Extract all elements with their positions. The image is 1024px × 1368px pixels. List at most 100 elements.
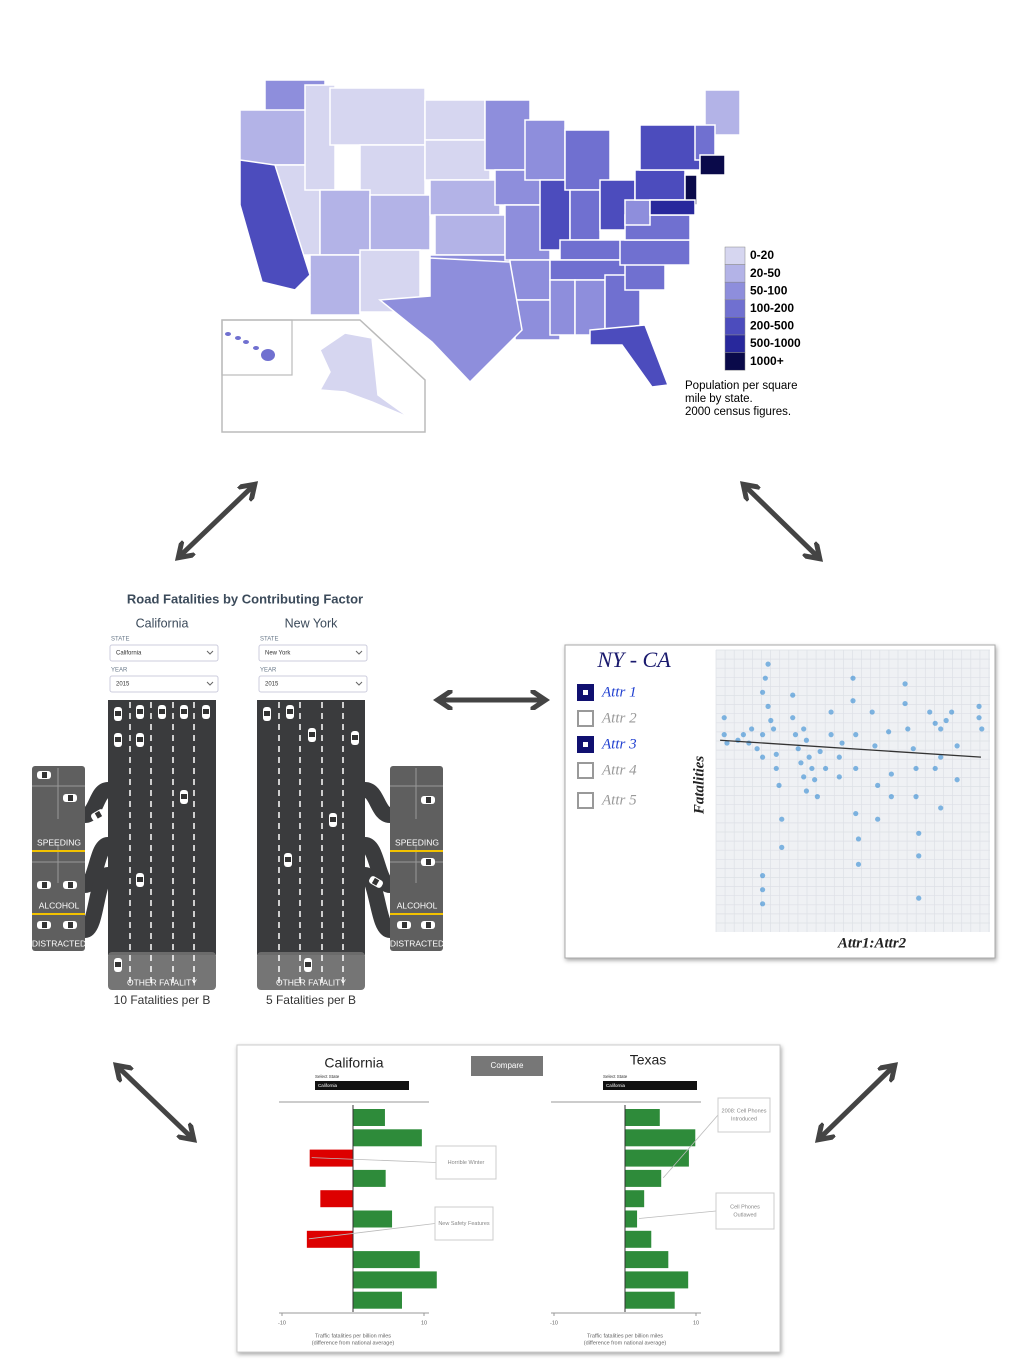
car [63, 794, 77, 802]
state [239, 159, 311, 291]
checkbox[interactable] [577, 792, 594, 809]
point [790, 715, 796, 721]
car [397, 921, 411, 929]
legend-label: 20-50 [750, 266, 781, 280]
legend-swatch [724, 317, 746, 336]
map-caption: Population per square [685, 380, 798, 392]
compare-button[interactable] [471, 1056, 543, 1076]
point [790, 692, 796, 698]
point [817, 748, 823, 755]
road-title: Road Fatalities by Contributing Factor [127, 591, 363, 606]
point [850, 675, 856, 681]
car-window [285, 857, 291, 862]
point [759, 873, 766, 879]
point [779, 816, 785, 822]
other-lot [108, 952, 216, 990]
state [434, 214, 506, 256]
bar [353, 1210, 393, 1228]
lot-label: OTHER FATALITY [276, 977, 346, 987]
point [806, 754, 812, 760]
car-window [181, 794, 187, 799]
checkbox[interactable] [577, 762, 594, 779]
select-label: Select State [315, 1074, 340, 1079]
attribute-label: Attr 2 [601, 710, 637, 726]
legend-label: 500-1000 [750, 336, 801, 350]
legend-label: 100-200 [750, 301, 794, 315]
rate-label: 10 Fatalities per B [114, 993, 211, 1007]
point [779, 844, 785, 851]
scatter-title: NY - CA [596, 647, 671, 672]
point [759, 887, 766, 893]
annotation-box [717, 1097, 771, 1133]
point [913, 794, 919, 800]
point [913, 765, 919, 772]
axis-caption: (difference from national average) [312, 1340, 395, 1346]
select[interactable] [603, 1081, 697, 1090]
point [954, 777, 960, 783]
point [768, 717, 774, 724]
ramp [361, 867, 394, 938]
point [927, 709, 933, 715]
hawaii [243, 340, 249, 344]
button-label: Compare [491, 1061, 524, 1070]
point [888, 794, 894, 800]
state [424, 139, 491, 181]
axis-caption: (difference from national average) [584, 1340, 667, 1346]
point [724, 740, 730, 746]
point [853, 765, 859, 772]
point [902, 681, 908, 687]
state [589, 324, 670, 388]
arrow [820, 1067, 893, 1138]
point [759, 901, 766, 907]
ramp [363, 782, 392, 823]
checkbox[interactable] [577, 710, 594, 727]
car-window [42, 772, 47, 778]
annotation-text: Outlawed [733, 1212, 756, 1218]
car [114, 958, 122, 972]
checkbox-tick [583, 690, 588, 695]
select-value: California [606, 1083, 626, 1088]
attribute-label: Attr 5 [601, 792, 637, 808]
car [351, 731, 359, 745]
car [37, 771, 51, 779]
select[interactable] [315, 1081, 409, 1090]
point [721, 732, 727, 738]
bar [625, 1251, 669, 1269]
car [158, 705, 166, 719]
car [136, 705, 144, 719]
car [421, 796, 435, 804]
state [309, 254, 361, 316]
car [180, 790, 188, 804]
point [905, 726, 911, 732]
state [574, 279, 606, 336]
state [484, 99, 531, 171]
point [875, 816, 881, 822]
point [721, 715, 727, 721]
point [798, 760, 804, 766]
legend-swatch [724, 281, 746, 301]
state [649, 199, 696, 216]
point [949, 709, 955, 715]
tick-label: -10 [278, 1320, 286, 1326]
car [202, 705, 210, 719]
point [886, 729, 892, 735]
car [136, 873, 144, 887]
car-window [426, 797, 431, 803]
select [258, 675, 368, 693]
attribute-label: Attr 3 [601, 736, 637, 752]
inset-frame [221, 319, 426, 433]
select-value: New York [265, 651, 291, 657]
state [424, 99, 486, 141]
bar [306, 1230, 353, 1248]
bar [625, 1291, 675, 1309]
state [639, 124, 701, 171]
legend-label: 200-500 [750, 319, 794, 333]
car-window [42, 922, 47, 928]
point [943, 717, 949, 724]
checkbox-tick [583, 742, 588, 747]
point [765, 661, 771, 667]
state [619, 239, 691, 266]
car-window [287, 709, 293, 714]
point [910, 746, 916, 752]
